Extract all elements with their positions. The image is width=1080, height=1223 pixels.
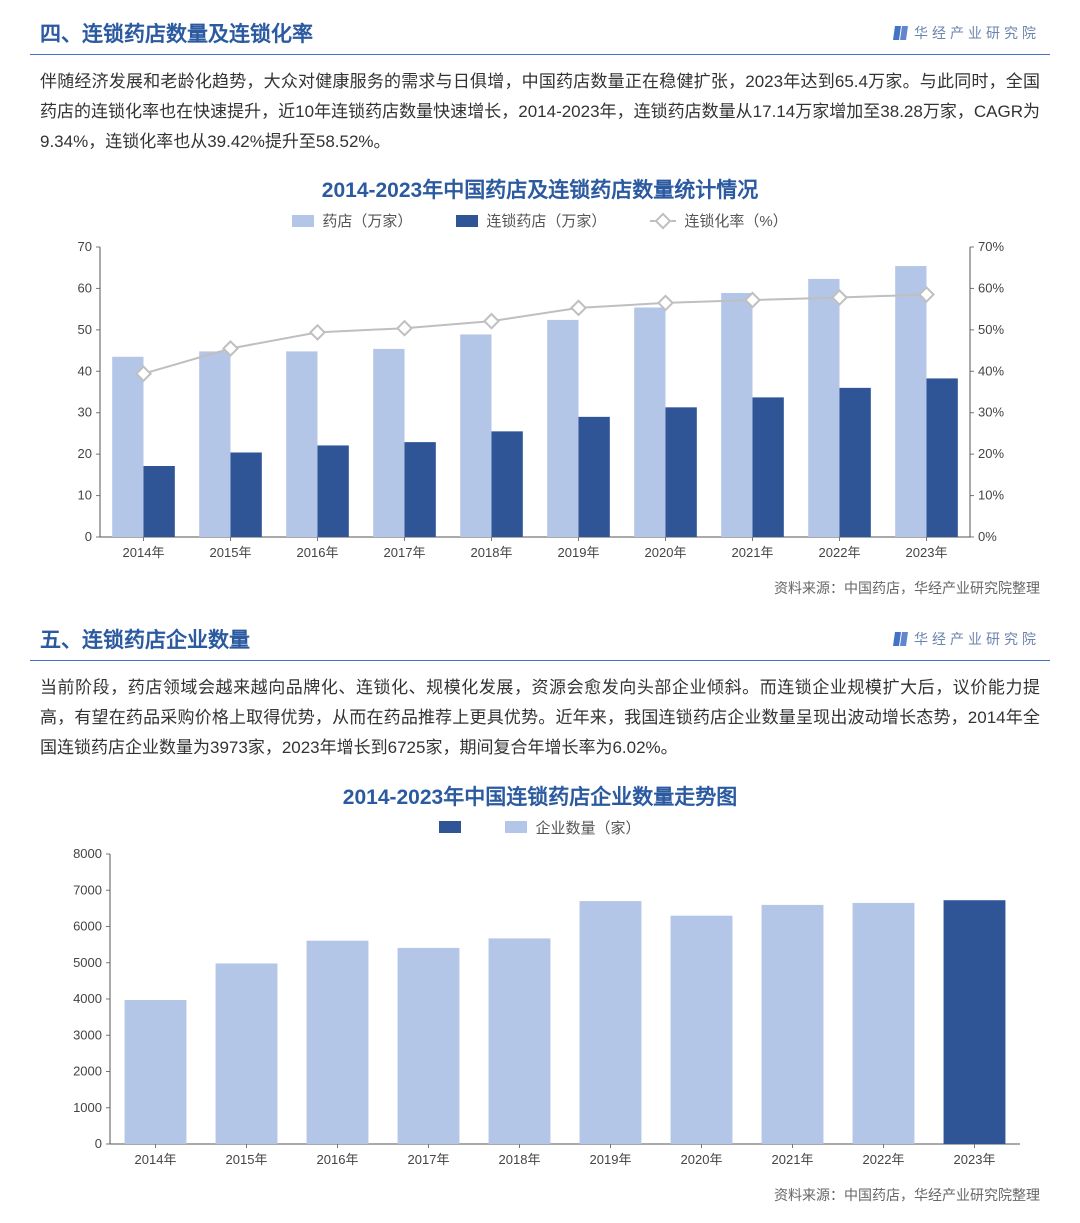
legend-line: 连锁化率（%） — [650, 210, 787, 231]
legend-label-line: 连锁化率（%） — [684, 210, 787, 231]
svg-text:7000: 7000 — [73, 882, 102, 897]
svg-text:2022年: 2022年 — [863, 1152, 905, 1167]
chart1-legend: 药店（万家） 连锁药店（万家） 连锁化率（%） — [0, 210, 1080, 231]
legend-label-dark: 连锁药店（万家） — [486, 210, 606, 231]
svg-text:50%: 50% — [978, 322, 1004, 337]
legend-item-count: 企业数量（家） — [505, 817, 640, 838]
paragraph-2: 当前阶段，药店领域会越来越向品牌化、连锁化、规模化发展，资源会愈发向头部企业倾斜… — [40, 673, 1040, 762]
section-header-1: 四、连锁药店数量及连锁化率 华经产业研究院 — [30, 10, 1050, 55]
svg-text:2023年: 2023年 — [906, 545, 948, 560]
svg-text:50: 50 — [78, 322, 92, 337]
chart2: 0 1000 2000 3000 4000 5000 6000 7000 8000 2014年 20… — [40, 844, 1040, 1179]
chart2-title: 2014-2023年中国连锁药店企业数量走势图 — [0, 781, 1080, 811]
svg-text:6000: 6000 — [73, 918, 102, 933]
legend-bar-dark: 连锁药店（万家） — [456, 210, 606, 231]
chart1-title: 2014-2023年中国药店及连锁药店数量统计情况 — [0, 174, 1080, 204]
swatch-dark — [439, 821, 461, 833]
chart1-source: 资料来源：中国药店，华经产业研究院整理 — [40, 578, 1040, 598]
swatch-light — [505, 821, 527, 833]
svg-text:10: 10 — [78, 488, 92, 503]
swatch-light — [292, 215, 314, 227]
svg-text:2019年: 2019年 — [558, 545, 600, 560]
svg-text:5000: 5000 — [73, 954, 102, 969]
svg-text:2014年: 2014年 — [135, 1152, 177, 1167]
legend-bar-light: 药店（万家） — [292, 210, 412, 231]
chart1-svg: 0 10 20 30 40 50 60 70 0% 10% 20% 30% 40% 50% 60% 70% 20… — [40, 237, 1040, 567]
svg-text:60%: 60% — [978, 281, 1004, 296]
svg-text:2021年: 2021年 — [772, 1152, 814, 1167]
svg-text:1000: 1000 — [73, 1099, 102, 1114]
svg-text:2021年: 2021年 — [732, 545, 774, 560]
svg-text:0%: 0% — [978, 529, 997, 544]
brand-text: 华经产业研究院 — [914, 23, 1040, 43]
chart2-source: 资料来源：中国药店，华经产业研究院整理 — [40, 1185, 1040, 1205]
svg-text:2023年: 2023年 — [954, 1152, 996, 1167]
svg-text:2017年: 2017年 — [408, 1152, 450, 1167]
legend-label-light: 药店（万家） — [322, 210, 412, 231]
svg-text:2017年: 2017年 — [384, 545, 426, 560]
brand-1: 华经产业研究院 — [894, 23, 1040, 43]
svg-text:70: 70 — [78, 239, 92, 254]
svg-text:20%: 20% — [978, 446, 1004, 461]
svg-text:2020年: 2020年 — [645, 545, 687, 560]
swatch-line — [650, 220, 676, 222]
svg-text:2000: 2000 — [73, 1063, 102, 1078]
svg-text:2014年: 2014年 — [123, 545, 165, 560]
brand-icon — [894, 26, 908, 40]
svg-text:2020年: 2020年 — [681, 1152, 723, 1167]
svg-text:2018年: 2018年 — [471, 545, 513, 560]
svg-text:2016年: 2016年 — [297, 545, 339, 560]
brand-icon — [894, 632, 908, 646]
swatch-dark — [456, 215, 478, 227]
svg-text:3000: 3000 — [73, 1027, 102, 1042]
svg-text:4000: 4000 — [73, 991, 102, 1006]
section-title-2: 五、连锁药店企业数量 — [40, 624, 250, 654]
svg-text:8000: 8000 — [73, 846, 102, 861]
svg-text:70%: 70% — [978, 239, 1004, 254]
svg-text:40%: 40% — [978, 364, 1004, 379]
svg-text:30: 30 — [78, 405, 92, 420]
svg-text:2018年: 2018年 — [499, 1152, 541, 1167]
legend-label-count: 企业数量（家） — [535, 817, 640, 838]
svg-text:2022年: 2022年 — [819, 545, 861, 560]
brand-text: 华经产业研究院 — [914, 629, 1040, 649]
svg-text:0: 0 — [95, 1136, 102, 1151]
chart2-svg: 0 1000 2000 3000 4000 5000 6000 7000 8000 2014年 20… — [40, 844, 1040, 1174]
svg-text:0: 0 — [85, 529, 92, 544]
section-title-1: 四、连锁药店数量及连锁化率 — [40, 18, 313, 48]
chart2-legend: 企业数量（家） — [0, 817, 1080, 838]
svg-text:60: 60 — [78, 281, 92, 296]
paragraph-1: 伴随经济发展和老龄化趋势，大众对健康服务的需求与日俱增，中国药店数量正在稳健扩张… — [40, 67, 1040, 156]
section-header-2: 五、连锁药店企业数量 华经产业研究院 — [30, 616, 1050, 661]
svg-text:2015年: 2015年 — [210, 545, 252, 560]
svg-text:10%: 10% — [978, 488, 1004, 503]
svg-text:40: 40 — [78, 364, 92, 379]
svg-text:2016年: 2016年 — [317, 1152, 359, 1167]
brand-2: 华经产业研究院 — [894, 629, 1040, 649]
svg-text:30%: 30% — [978, 405, 1004, 420]
legend-swatch-dark — [439, 817, 461, 838]
svg-text:2015年: 2015年 — [226, 1152, 268, 1167]
chart1: 0 10 20 30 40 50 60 70 0% 10% 20% 30% 40% 50% 60% 70% 20… — [40, 237, 1040, 572]
svg-text:20: 20 — [78, 446, 92, 461]
svg-text:2019年: 2019年 — [590, 1152, 632, 1167]
